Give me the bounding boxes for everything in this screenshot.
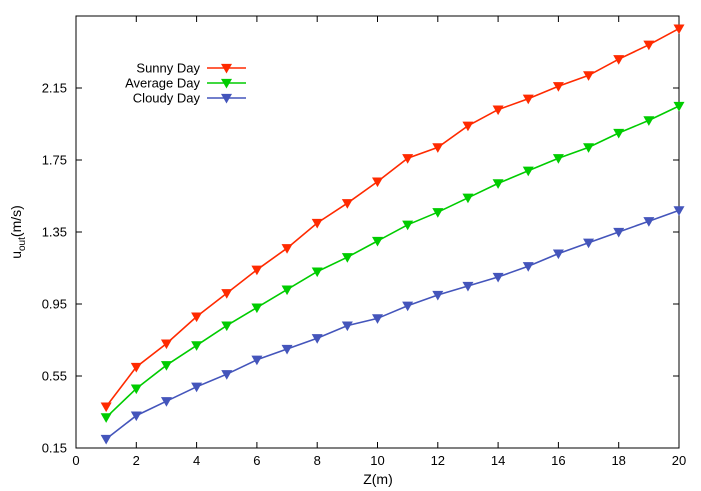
series-average-day bbox=[100, 101, 685, 423]
data-point-marker bbox=[432, 143, 444, 153]
data-point-marker bbox=[341, 199, 353, 209]
data-point-marker bbox=[341, 321, 353, 332]
data-point-marker bbox=[160, 361, 172, 371]
x-axis-ticks: 0 2 4 6 8 10 12 14 16 18 20 bbox=[72, 16, 686, 468]
data-point-marker bbox=[432, 208, 444, 218]
x-axis-label: Z(m) bbox=[363, 471, 393, 487]
data-point-marker bbox=[462, 193, 474, 204]
data-point-marker bbox=[492, 179, 504, 189]
series-line bbox=[105, 209, 680, 440]
data-point-marker bbox=[402, 220, 414, 231]
data-point-marker bbox=[130, 362, 142, 373]
data-point-marker bbox=[522, 262, 534, 272]
data-point-marker bbox=[130, 411, 142, 422]
data-point-marker bbox=[191, 312, 203, 323]
data-point-marker bbox=[583, 71, 595, 81]
y-tick-label: 1.75 bbox=[42, 153, 67, 168]
data-point-marker bbox=[281, 344, 293, 355]
legend-marker bbox=[221, 63, 232, 74]
x-tick-label: 8 bbox=[314, 453, 321, 468]
x-tick-label: 4 bbox=[193, 453, 200, 468]
x-tick-label: 0 bbox=[72, 453, 79, 468]
legend-label: Sunny Day bbox=[136, 61, 200, 76]
data-point-marker bbox=[522, 166, 534, 177]
data-point-marker bbox=[100, 413, 112, 423]
data-point-marker bbox=[281, 285, 293, 296]
y-axis-ticks: 0.15 0.55 0.95 1.35 1.75 2.15 bbox=[42, 81, 679, 456]
data-point-marker bbox=[191, 341, 203, 351]
data-point-marker bbox=[160, 397, 172, 407]
data-point-marker bbox=[130, 384, 142, 395]
data-point-marker bbox=[673, 206, 685, 216]
x-tick-label: 20 bbox=[672, 453, 686, 468]
data-point-marker bbox=[643, 40, 655, 51]
data-point-marker bbox=[372, 236, 383, 247]
x-tick-label: 2 bbox=[133, 453, 140, 468]
y-tick-label: 0.95 bbox=[42, 297, 67, 312]
data-point-marker bbox=[221, 289, 233, 299]
data-point-marker bbox=[643, 116, 655, 126]
x-tick-label: 6 bbox=[253, 453, 260, 468]
data-point-marker bbox=[613, 55, 625, 65]
y-axis-label-unit: (m/s) bbox=[8, 205, 24, 237]
data-point-marker bbox=[191, 382, 203, 393]
data-point-marker bbox=[402, 154, 414, 164]
data-point-marker bbox=[251, 265, 263, 276]
data-point-marker bbox=[462, 281, 474, 292]
data-point-marker bbox=[583, 143, 595, 153]
data-point-marker bbox=[552, 249, 564, 260]
series-layer bbox=[100, 24, 685, 445]
data-point-marker bbox=[311, 334, 323, 344]
data-point-marker bbox=[462, 121, 474, 132]
x-tick-label: 16 bbox=[551, 453, 565, 468]
data-point-marker bbox=[372, 177, 383, 188]
x-tick-label: 10 bbox=[370, 453, 384, 468]
data-point-marker bbox=[432, 290, 444, 301]
y-tick-label: 1.35 bbox=[42, 225, 67, 240]
data-point-marker bbox=[251, 303, 263, 314]
data-point-marker bbox=[522, 94, 534, 105]
legend-marker bbox=[221, 93, 232, 104]
data-point-marker bbox=[251, 355, 263, 366]
y-tick-label: 0.15 bbox=[42, 441, 67, 456]
data-point-marker bbox=[402, 301, 414, 312]
data-point-marker bbox=[613, 227, 625, 238]
legend-marker bbox=[221, 78, 232, 89]
data-point-marker bbox=[221, 321, 233, 332]
legend-label: Average Day bbox=[125, 76, 200, 91]
data-point-marker bbox=[341, 253, 353, 263]
data-point-marker bbox=[613, 128, 625, 139]
data-point-marker bbox=[160, 339, 172, 350]
x-tick-label: 14 bbox=[491, 453, 505, 468]
data-point-marker bbox=[492, 105, 504, 116]
data-point-marker bbox=[552, 154, 564, 164]
data-point-marker bbox=[492, 272, 504, 283]
y-tick-label: 0.55 bbox=[42, 369, 67, 384]
data-point-marker bbox=[372, 314, 383, 324]
legend-label: Cloudy Day bbox=[133, 91, 201, 106]
series-line bbox=[105, 105, 680, 418]
data-point-marker bbox=[643, 217, 655, 227]
data-point-marker bbox=[100, 434, 112, 445]
data-point-marker bbox=[552, 82, 564, 92]
data-point-marker bbox=[311, 267, 323, 278]
data-point-marker bbox=[673, 24, 685, 35]
data-point-marker bbox=[311, 218, 323, 229]
data-point-marker bbox=[281, 244, 293, 254]
y-axis-label-main: u bbox=[8, 251, 24, 259]
x-tick-label: 18 bbox=[611, 453, 625, 468]
x-tick-label: 12 bbox=[431, 453, 445, 468]
y-axis-label: uout(m/s) bbox=[8, 205, 28, 259]
data-point-marker bbox=[583, 238, 595, 249]
y-axis-label-subscript: out bbox=[17, 237, 28, 251]
y-tick-label: 2.15 bbox=[42, 81, 67, 96]
series-cloudy-day bbox=[100, 206, 685, 445]
data-point-marker bbox=[221, 370, 233, 380]
series-sunny-day bbox=[100, 24, 685, 413]
data-point-marker bbox=[100, 402, 112, 413]
data-point-marker bbox=[673, 101, 685, 112]
